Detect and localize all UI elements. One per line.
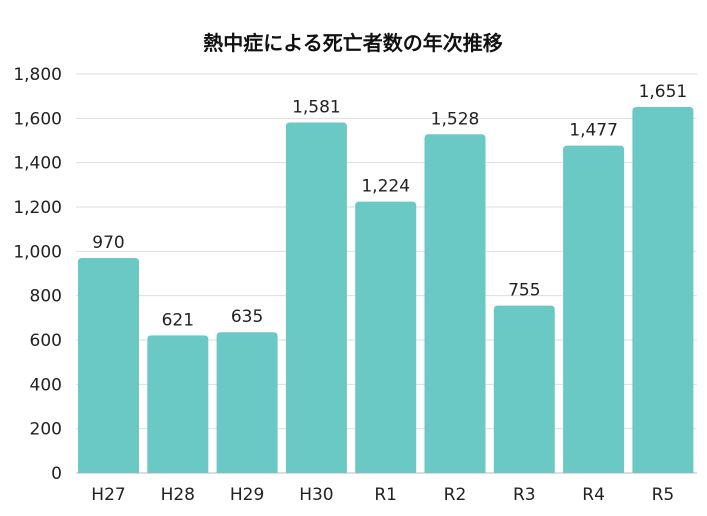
data-label: 970 <box>92 233 124 253</box>
data-label: 1,224 <box>361 177 410 197</box>
y-tick-label: 1,600 <box>13 109 62 129</box>
x-tick-label: R3 <box>513 485 536 505</box>
x-tick-label: R2 <box>444 485 467 505</box>
x-tick-label: H28 <box>161 485 195 505</box>
bar-R2 <box>424 134 486 473</box>
bar-R3 <box>493 305 555 473</box>
y-tick-label: 400 <box>30 375 62 395</box>
bar-R5 <box>632 107 694 474</box>
x-tick-label: R4 <box>582 485 605 505</box>
data-label: 1,581 <box>292 98 341 118</box>
bar-R4 <box>563 145 625 473</box>
y-tick-label: 1,400 <box>13 154 62 174</box>
data-label: 1,651 <box>639 82 688 102</box>
y-tick-label: 1,800 <box>13 65 62 85</box>
y-tick-label: 0 <box>51 464 62 484</box>
bar-H27 <box>78 257 139 473</box>
y-tick-label: 1,000 <box>13 242 62 262</box>
data-label: 635 <box>231 307 263 327</box>
data-label: 1,477 <box>569 121 618 141</box>
y-tick-label: 800 <box>30 287 62 307</box>
data-label: 755 <box>508 281 540 301</box>
x-tick-label: R5 <box>652 485 675 505</box>
y-tick-label: 1,200 <box>13 198 62 218</box>
bar-H28 <box>147 335 209 473</box>
bar-H30 <box>285 122 347 474</box>
bar-R1 <box>355 201 417 473</box>
x-tick-label: R1 <box>374 485 397 505</box>
x-tick-label: H30 <box>299 485 333 505</box>
y-tick-label: 600 <box>30 331 62 351</box>
y-tick-label: 200 <box>30 420 62 440</box>
x-tick-label: H27 <box>91 485 125 505</box>
x-tick-label: H29 <box>230 485 264 505</box>
data-label: 1,528 <box>431 109 480 129</box>
bar-H29 <box>216 332 278 473</box>
data-label: 621 <box>162 310 194 330</box>
chart-title: 熱中症による死亡者数の年次推移 <box>203 31 502 55</box>
